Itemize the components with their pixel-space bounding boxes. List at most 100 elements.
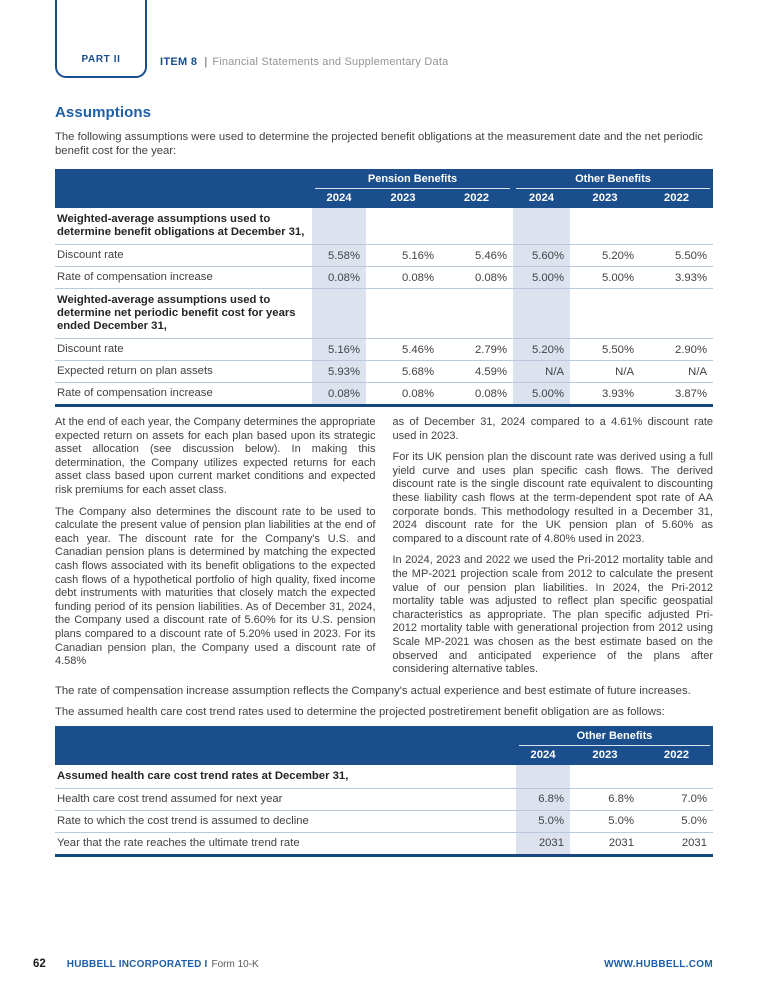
cell-value [570,288,640,339]
cell-value: 0.08% [312,266,366,289]
cell-value: 2031 [570,831,640,856]
cell-value: 5.46% [366,338,440,361]
page-footer: 62 HUBBELL INCORPORATED I Form 10-K WWW.… [33,958,713,970]
row-label: Year that the rate reaches the ultimate … [55,831,516,856]
year-header: 2023 [570,189,640,208]
full-width-paragraphs: The rate of compensation increase assump… [55,684,713,719]
year-header-row: 2024 2023 2022 2024 2023 2022 [55,189,713,208]
intro-paragraph: The following assumptions were used to d… [55,131,704,157]
year-header: 2023 [570,745,640,765]
cell-value: 0.08% [312,382,366,406]
narrative-columns: At the end of each year, the Company det… [55,416,713,677]
table-row: Rate to which the cost trend is assumed … [55,809,713,833]
item-title: Financial Statements and Supplementary D… [212,56,449,68]
cell-value: 5.00% [513,266,570,289]
table-row: Rate of compensation increase 0.08% 0.08% 0… [55,382,713,406]
cell-value [440,208,513,245]
table-row: Discount rate 5.16% 5.46% 2.79% 5.20% 5.50% 2.… [55,338,713,361]
cell-value: 5.50% [570,338,640,361]
paragraph: The assumed health care cost trend rates… [55,705,665,718]
cell-value [640,288,713,339]
row-label: Weighted-average assumptions used to det… [57,213,305,238]
footer-company-name: HUBBELL INCORPORATED I [66,959,208,970]
other-benefits-label: Other Benefits [516,173,710,189]
cell-value: 3.87% [640,382,713,406]
row-label: Assumed health care cost trend rates at … [57,769,349,782]
cell-value: 3.93% [570,382,640,406]
healthcare-table-body: Assumed health care cost trend rates at … [55,764,713,856]
table-row: Weighted-average assumptions used to det… [55,208,713,245]
other-benefits-group-header: Other Benefits [513,169,713,189]
row-label: Rate to which the cost trend is assumed … [55,809,516,833]
header-spacer [55,169,312,189]
cell-value [516,764,570,789]
cell-value: 5.20% [570,244,640,267]
paragraph: The Company also determines the discount… [55,505,376,668]
year-header-row: 2024 2023 2022 [55,745,713,765]
cell-value [570,765,640,789]
cell-value: 3.93% [640,266,713,289]
page-number: 62 [33,958,46,970]
cell-value: 0.08% [366,266,440,289]
part-ii-tab: PART II [55,0,147,78]
part-label: PART II [81,54,121,65]
year-header: 2024 [312,189,366,208]
cell-value [312,208,366,245]
cell-value: 4.59% [440,360,513,383]
cell-value: 6.8% [516,787,570,811]
cell-value: 0.08% [440,266,513,289]
cell-value: 5.00% [513,382,570,406]
cell-value: 5.0% [570,809,640,833]
cell-value: 5.58% [312,244,366,267]
cell-value: 2031 [516,831,570,856]
assumptions-table-body: Weighted-average assumptions used to det… [55,208,713,406]
year-header: 2023 [366,189,440,208]
row-label: Rate of compensation increase [55,382,312,406]
cell-value [513,208,570,245]
cell-value [366,208,440,245]
pension-benefits-group-header: Pension Benefits [312,169,513,189]
table-row: Assumed health care cost trend rates at … [55,764,713,789]
table-row: Discount rate 5.58% 5.16% 5.46% 5.60% 5.20% 5.… [55,244,713,267]
cell-value: 5.0% [516,809,570,833]
cell-value: N/A [570,360,640,383]
cell-value: 7.0% [640,787,713,811]
year-header: 2024 [516,745,570,765]
row-label: Discount rate [55,338,312,361]
cell-value: N/A [640,360,713,383]
cell-value: 5.46% [440,244,513,267]
cell-value [513,288,570,339]
footer-website-link[interactable]: WWW.HUBBELL.COM [604,959,713,970]
cell-value [640,765,713,789]
cell-value: 5.93% [312,360,366,383]
year-header: 2022 [440,189,513,208]
other-benefits-label: Other Benefits [519,730,710,746]
other-benefits-group-header: Other Benefits [516,725,713,746]
year-header: 2022 [640,745,713,765]
narrative-column-right: as of December 31, 2024 compared to a 4.… [393,416,714,677]
cell-value [440,288,513,339]
paragraph: In 2024, 2023 and 2022 we used the Pri-2… [392,554,714,676]
paragraph: At the end of each year, the Company det… [55,416,376,496]
footer-form-label: Form 10-K [211,959,259,970]
year-header-spacer [55,745,516,765]
pension-benefits-label: Pension Benefits [315,173,510,189]
header-separator: | [204,56,208,68]
year-header: 2024 [513,189,570,208]
paragraph: The rate of compensation increase assump… [55,684,691,697]
assumptions-table: Pension Benefits Other Benefits 2024 2023… [55,169,713,407]
paragraph: For its UK pension plan the discount rat… [392,451,714,545]
header-item-line: ITEM 8 | Financial Statements and Suppleme… [160,56,448,68]
table-row: Health care cost trend assumed for next … [55,787,713,811]
cell-value: 5.68% [366,360,440,383]
narrative-column-left: At the end of each year, the Company det… [55,416,376,677]
year-header: 2022 [640,189,713,208]
healthcare-trend-table: Other Benefits 2024 2023 2022 Assumed heal… [55,725,713,857]
cell-value: 5.50% [640,244,713,267]
cell-value: 5.16% [366,244,440,267]
cell-value: N/A [513,360,570,383]
row-label: Discount rate [55,244,312,267]
cell-value: 5.60% [513,244,570,267]
cell-value: 2.90% [640,338,713,361]
